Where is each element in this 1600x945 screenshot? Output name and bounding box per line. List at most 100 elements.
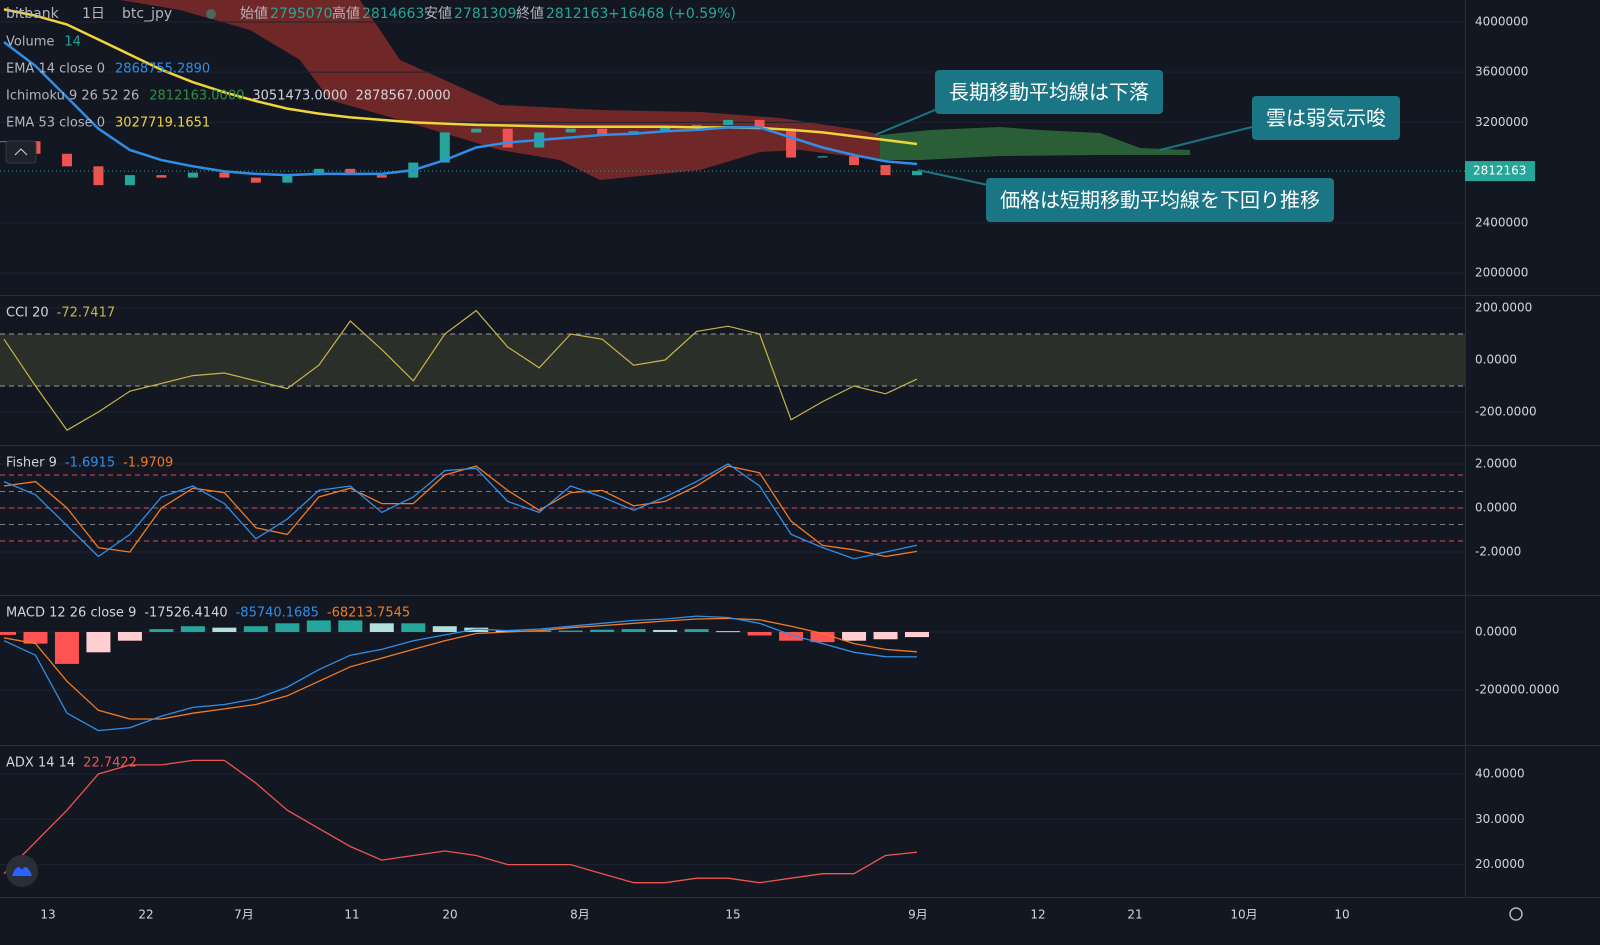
status-dot xyxy=(206,9,216,19)
histogram-bar xyxy=(716,631,741,633)
y-tick-label: -200.0000 xyxy=(1475,404,1537,418)
candle xyxy=(250,177,261,183)
candle xyxy=(0,141,9,143)
indicator-line xyxy=(3,309,918,431)
histogram-bar xyxy=(527,630,552,633)
y-tick-label: -2.0000 xyxy=(1475,545,1521,559)
x-tick-label: 22 xyxy=(138,908,153,922)
panel-separator xyxy=(0,745,1600,746)
histogram-bar xyxy=(86,632,111,653)
close-value: 2812163 xyxy=(546,6,608,22)
x-tick-label: 9月 xyxy=(908,908,928,922)
panel-label: CCI 20 xyxy=(6,306,49,321)
y-tick-label: 0.0000 xyxy=(1475,625,1517,639)
x-tick-label: 15 xyxy=(725,908,740,922)
candle xyxy=(691,124,702,127)
histogram-bar xyxy=(747,632,772,636)
histogram-bar xyxy=(212,627,237,633)
panel-value: -1.9709 xyxy=(123,456,173,471)
panel-label: ADX 14 14 xyxy=(6,756,75,771)
x-tick-label: 10月 xyxy=(1230,908,1257,922)
histogram-bar xyxy=(369,623,394,633)
histogram-bar xyxy=(23,632,48,644)
panel-value: -85740.1685 xyxy=(236,606,319,621)
legend-value: 14 xyxy=(64,35,81,50)
histogram-bar xyxy=(401,623,426,633)
high-label: 高値 xyxy=(332,5,360,22)
indicator-line xyxy=(3,465,918,558)
axis-border xyxy=(1465,0,1466,897)
candle xyxy=(93,166,104,186)
panel-value: -68213.7545 xyxy=(327,606,410,621)
last-price-label: 2812163 xyxy=(1473,164,1526,178)
histogram-bar xyxy=(905,632,929,638)
histogram-bar xyxy=(495,630,520,633)
indicator-line xyxy=(3,617,918,720)
candle xyxy=(156,175,167,178)
annotation-pointer xyxy=(1159,126,1253,151)
annotation: 雲は弱気示唆 xyxy=(1252,96,1400,140)
close-label: 終値 xyxy=(516,6,544,22)
legend-value: 3051473.0000 xyxy=(252,89,347,104)
legend-value: 2812163.0000 xyxy=(149,89,244,104)
candle xyxy=(124,175,135,186)
legend-name: Ichimoku 9 26 52 26 xyxy=(6,89,139,104)
candle xyxy=(187,172,198,178)
candle xyxy=(660,126,671,132)
histogram-bar xyxy=(590,629,615,633)
open-label: 始値 xyxy=(240,6,268,22)
annotation: 長期移動平均線は下落 xyxy=(935,70,1163,114)
logo-mark xyxy=(12,867,32,876)
interval: 1日 xyxy=(82,6,105,22)
panel-label: MACD 12 26 close 9 xyxy=(6,606,136,621)
settings-icon[interactable] xyxy=(1509,907,1523,921)
last-price-tag xyxy=(1465,161,1535,182)
histogram-bar xyxy=(338,620,363,633)
legend-value: 2878567.0000 xyxy=(356,89,451,104)
histogram-bar xyxy=(810,632,835,643)
collapse-icon xyxy=(14,148,28,156)
cci-band xyxy=(0,333,1465,386)
candle xyxy=(439,132,450,163)
histogram-bar xyxy=(180,626,205,633)
legend-value: 2868755.2890 xyxy=(115,62,210,77)
histogram-bar xyxy=(243,626,268,633)
collapse-button[interactable] xyxy=(5,140,37,164)
histogram-bar xyxy=(842,632,867,641)
histogram-bar xyxy=(0,632,16,635)
low-label: 安値 xyxy=(424,6,452,22)
y-tick-label: 3600000 xyxy=(1475,65,1528,79)
x-tick-label: 20 xyxy=(442,908,457,922)
x-tick-label: 12 xyxy=(1030,908,1045,922)
low-value: 2781309 xyxy=(454,6,516,22)
candle xyxy=(345,168,356,176)
y-tick-label: 0.0000 xyxy=(1475,352,1517,366)
y-tick-label: 20.0000 xyxy=(1475,857,1525,871)
histogram-bar xyxy=(779,632,804,641)
panel-value: -17526.4140 xyxy=(144,606,227,621)
legend-value: 3027719.1651 xyxy=(115,116,210,131)
histogram-bar xyxy=(621,629,646,633)
panel-label: Fisher 9 xyxy=(6,456,57,471)
candle xyxy=(565,128,576,133)
histogram-bar xyxy=(54,632,79,664)
y-tick-label: 0.0000 xyxy=(1475,500,1517,514)
histogram-bar xyxy=(464,627,489,633)
indicator-line xyxy=(3,463,918,560)
x-tick-label: 8月 xyxy=(570,908,590,922)
y-tick-label: 2.0000 xyxy=(1475,456,1517,470)
candle xyxy=(817,156,828,158)
panel-separator xyxy=(0,595,1600,596)
x-tick-label: 13 xyxy=(40,908,55,922)
candle xyxy=(61,153,72,167)
y-tick-label: -200000.0000 xyxy=(1475,683,1560,697)
panel-value: -1.6915 xyxy=(65,456,115,471)
y-tick-label: 4000000 xyxy=(1475,14,1528,28)
y-tick-label: 2000000 xyxy=(1475,266,1528,280)
x-tick-label: 11 xyxy=(344,908,359,922)
histogram-bar xyxy=(117,632,142,641)
x-tick-label: 21 xyxy=(1127,908,1142,922)
x-tick-label: 10 xyxy=(1334,908,1349,922)
x-tick-label: 7月 xyxy=(234,908,254,922)
